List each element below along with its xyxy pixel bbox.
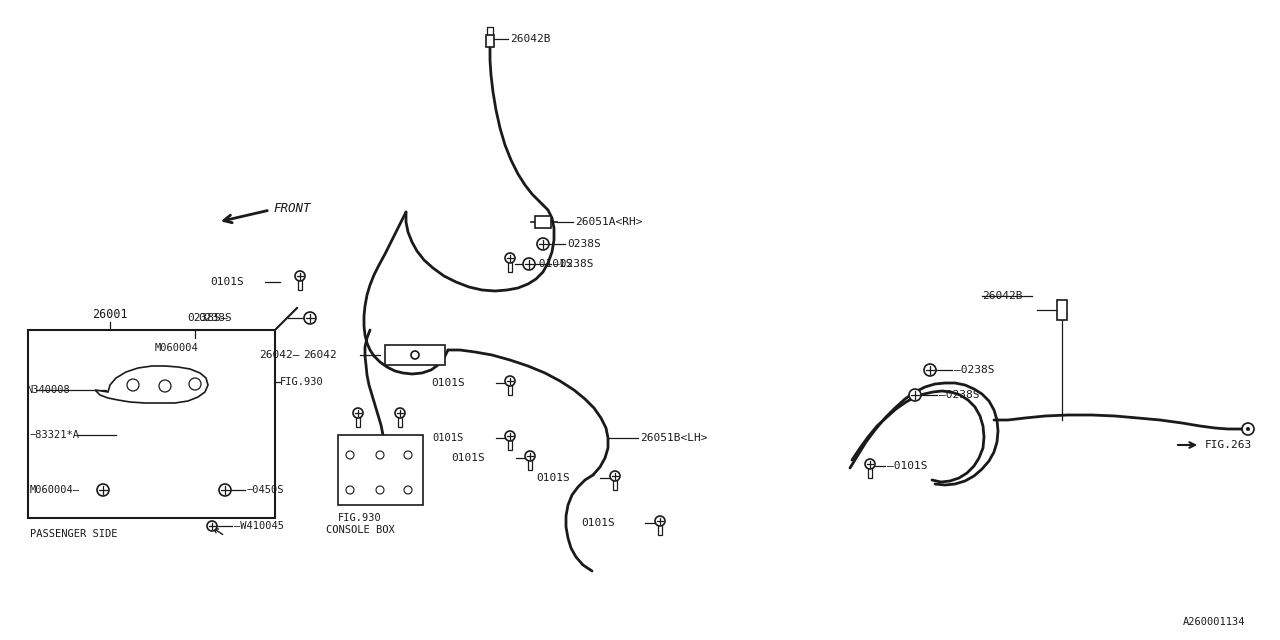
Text: 0101S: 0101S <box>433 433 465 443</box>
Text: FIG.263: FIG.263 <box>1204 440 1252 450</box>
Circle shape <box>506 376 515 386</box>
Circle shape <box>404 451 412 459</box>
Text: CONSOLE BOX: CONSOLE BOX <box>326 525 394 535</box>
Circle shape <box>1245 427 1251 431</box>
Circle shape <box>207 521 218 531</box>
Text: –0238S: –0238S <box>940 390 979 400</box>
Text: 0238S—: 0238S— <box>187 313 228 323</box>
Bar <box>385 345 445 365</box>
Bar <box>868 464 872 478</box>
Circle shape <box>655 516 666 526</box>
Circle shape <box>219 484 230 496</box>
Bar <box>613 476 617 490</box>
Text: 26042: 26042 <box>303 350 337 360</box>
Bar <box>535 216 550 228</box>
Text: 0101S: 0101S <box>431 378 465 388</box>
Bar <box>28 330 275 518</box>
Circle shape <box>525 451 535 461</box>
Polygon shape <box>95 366 209 403</box>
Circle shape <box>305 312 316 324</box>
Text: 26051B<LH>: 26051B<LH> <box>640 433 708 443</box>
Text: 0238S: 0238S <box>567 239 600 249</box>
Circle shape <box>506 253 515 263</box>
Circle shape <box>346 451 355 459</box>
Circle shape <box>611 471 620 481</box>
Text: 26042B: 26042B <box>509 34 550 44</box>
Text: 26051A<RH>: 26051A<RH> <box>575 217 643 227</box>
Circle shape <box>909 389 922 401</box>
Text: A260001134: A260001134 <box>1183 617 1245 627</box>
Circle shape <box>538 238 549 250</box>
Text: –0238S: –0238S <box>553 259 594 269</box>
Circle shape <box>294 271 305 281</box>
Circle shape <box>404 486 412 494</box>
Bar <box>398 413 402 427</box>
Circle shape <box>411 351 419 359</box>
Bar <box>298 276 302 290</box>
Bar <box>658 521 662 535</box>
Circle shape <box>376 486 384 494</box>
Text: 26001: 26001 <box>92 307 128 321</box>
Circle shape <box>353 408 364 418</box>
Text: FIG.930: FIG.930 <box>338 513 381 523</box>
Text: M060004: M060004 <box>155 343 198 353</box>
Text: 26042—: 26042— <box>260 350 300 360</box>
Circle shape <box>376 451 384 459</box>
Circle shape <box>924 364 936 376</box>
Text: –0101S: –0101S <box>532 259 572 269</box>
Text: 0101S: 0101S <box>452 453 485 463</box>
Text: −83321*A: −83321*A <box>29 430 81 440</box>
Text: 0238S: 0238S <box>198 313 232 323</box>
Circle shape <box>159 380 172 392</box>
Circle shape <box>1242 423 1254 435</box>
Bar <box>356 413 360 427</box>
Text: –0238S: –0238S <box>954 365 995 375</box>
Text: 0101S: 0101S <box>536 473 570 483</box>
Bar <box>529 456 532 470</box>
Circle shape <box>524 258 535 270</box>
Text: –0101S: –0101S <box>887 461 928 471</box>
Bar <box>486 35 494 47</box>
Text: PASSENGER SIDE: PASSENGER SIDE <box>29 529 118 539</box>
Circle shape <box>396 408 404 418</box>
Text: FRONT: FRONT <box>273 202 311 214</box>
Text: 0101S: 0101S <box>210 277 243 287</box>
Circle shape <box>346 486 355 494</box>
Text: N340008—: N340008— <box>26 385 76 395</box>
Text: 26042B: 26042B <box>982 291 1023 301</box>
Circle shape <box>506 431 515 441</box>
Bar <box>1057 300 1068 320</box>
Bar <box>508 258 512 272</box>
Circle shape <box>127 379 140 391</box>
Bar <box>338 435 422 505</box>
Circle shape <box>97 484 109 496</box>
Bar <box>508 436 512 450</box>
Text: FIG.930: FIG.930 <box>280 377 324 387</box>
Text: −0450S: −0450S <box>247 485 284 495</box>
Circle shape <box>189 378 201 390</box>
Text: 0101S: 0101S <box>581 518 614 528</box>
Circle shape <box>865 459 876 469</box>
Bar <box>508 381 512 395</box>
Text: —W410045: —W410045 <box>234 521 284 531</box>
Text: M060004—: M060004— <box>29 485 81 495</box>
